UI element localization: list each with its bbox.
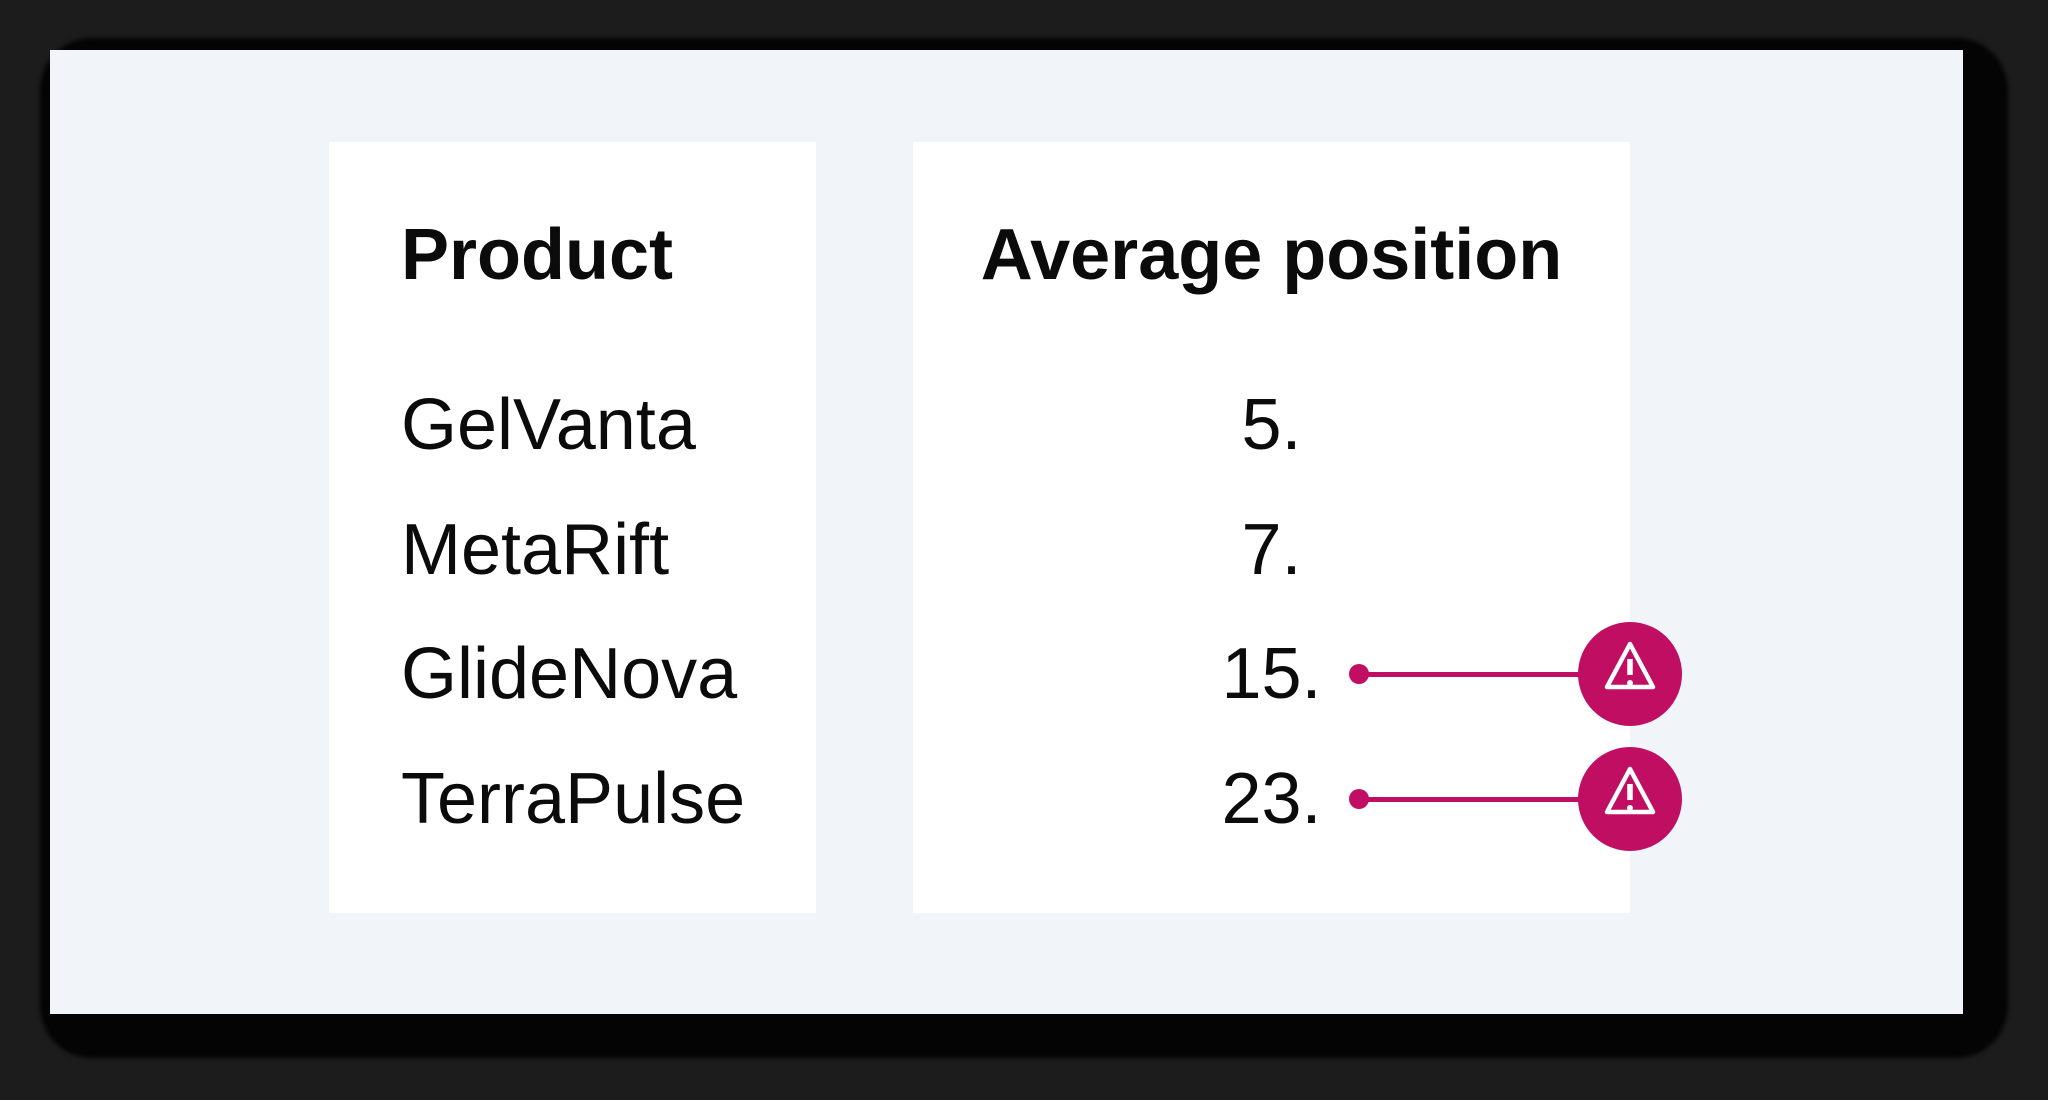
table-row: GlideNova [329,634,816,714]
product-column-panel: Product GelVanta MetaRift GlideNova Terr… [329,142,816,913]
position-value-cell: 23. [1221,759,1322,839]
product-name-cell: GlideNova [401,634,738,714]
product-name-cell: MetaRift [401,510,670,590]
position-value-cell: 5. [1241,385,1302,465]
table-row: 7. [913,510,1630,590]
card: Product GelVanta MetaRift GlideNova Terr… [50,50,1963,1014]
column-header-product-label: Product [401,215,674,295]
average-position-column-panel: Average position 5. 7. 15. 23. [913,142,1630,913]
column-header-product: Product [329,215,816,295]
callout-line [1359,672,1589,677]
product-name-cell: GelVanta [401,385,696,465]
warning-icon[interactable] [1578,747,1682,851]
column-header-average-position: Average position [913,215,1630,295]
callout-line [1359,797,1589,802]
table-row: TerraPulse [329,759,816,839]
table-row: GelVanta [329,385,816,465]
product-name-cell: TerraPulse [401,759,746,839]
table-row: MetaRift [329,510,816,590]
position-value-cell: 7. [1241,510,1302,590]
column-header-average-position-label: Average position [980,215,1563,295]
position-value-cell: 15. [1221,634,1322,714]
table-row: 23. [913,759,1630,839]
warning-icon[interactable] [1578,622,1682,726]
table-row: 15. [913,634,1630,714]
table-row: 5. [913,385,1630,465]
